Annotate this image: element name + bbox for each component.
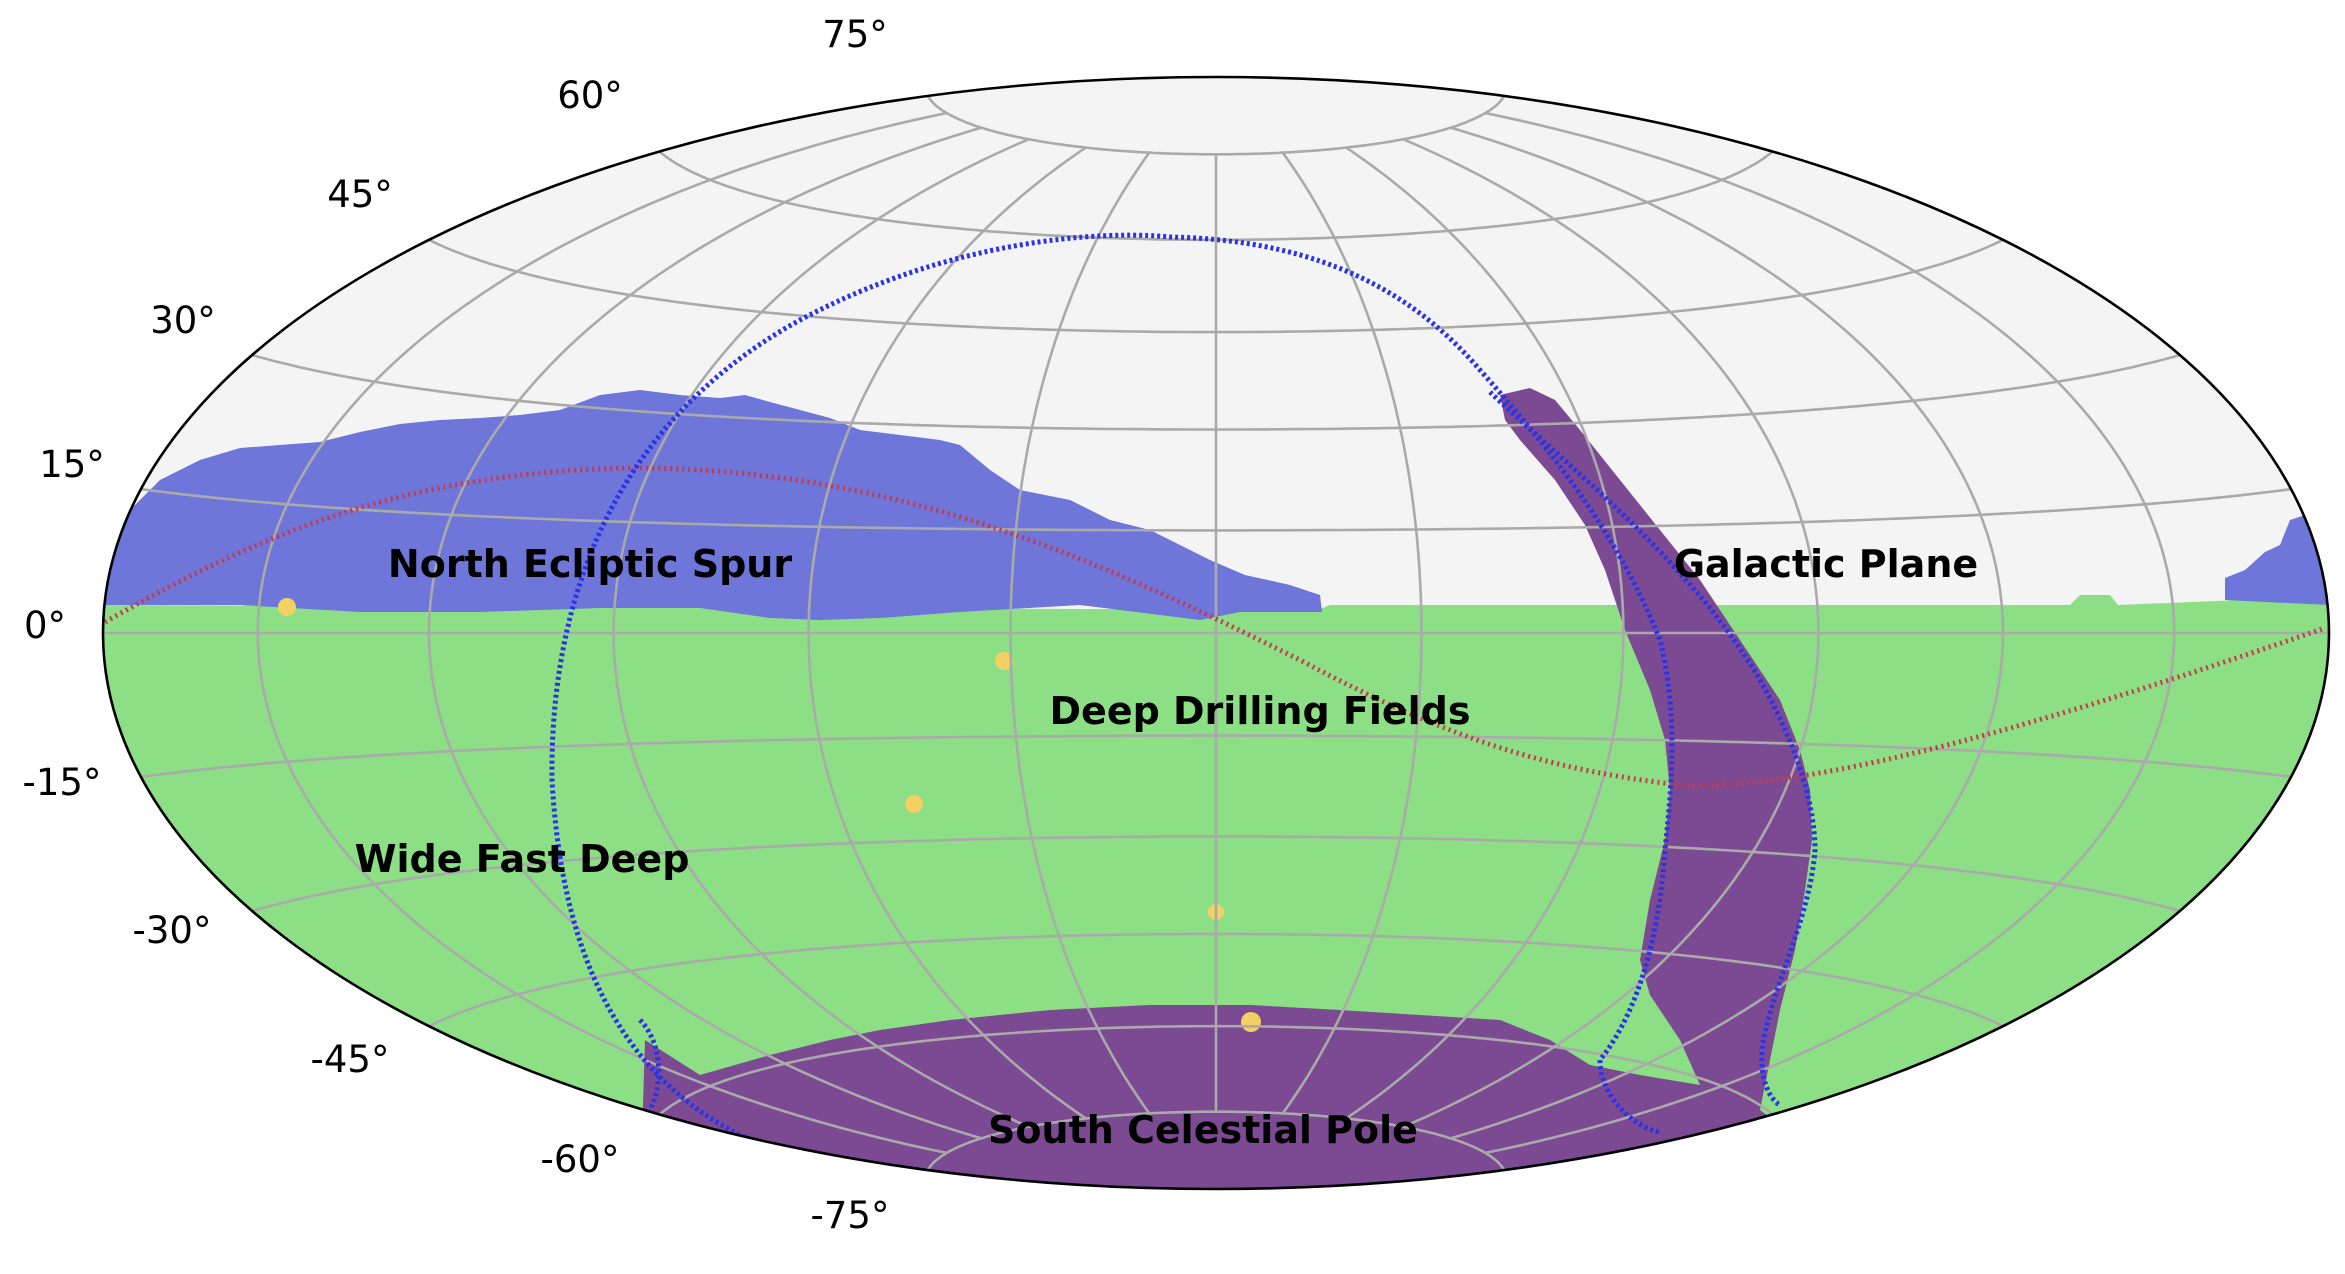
meridian-line — [612, 138, 1030, 1128]
deep-drilling-field-2 — [995, 652, 1013, 670]
lat-label-minus-45: -45° — [311, 1038, 390, 1081]
lat-label-0: 0° — [24, 604, 66, 647]
north-ecliptic-spur-region — [103, 390, 1322, 620]
lat-label-30: 30° — [150, 299, 216, 342]
region-label-south-celestial-pole: South Celestial Pole — [988, 1108, 1418, 1152]
lat-label-minus-75: -75° — [811, 1194, 890, 1237]
deep-drilling-field-1 — [278, 598, 296, 616]
region-label-wide-fast-deep: Wide Fast Deep — [355, 837, 690, 881]
meridian-line — [1345, 146, 1625, 1120]
meridian-line — [256, 111, 947, 1155]
galactic-boundary-left-lower — [638, 1018, 662, 1112]
lat-label-75: 75° — [822, 13, 888, 56]
meridian-line — [1281, 151, 1423, 1115]
lat-label-minus-30: -30° — [133, 909, 212, 952]
lat-label-minus-60: -60° — [541, 1138, 620, 1181]
lat-label-15: 15° — [39, 443, 105, 486]
deep-drilling-field-3 — [905, 795, 923, 813]
lat-label-45: 45° — [327, 173, 393, 216]
map-border — [101, 75, 2331, 1191]
galactic-plane-region — [1500, 388, 1812, 1110]
south-celestial-pole-region — [640, 1005, 1800, 1189]
meridian-line — [1402, 138, 1820, 1128]
coordinate-grid — [103, 95, 2329, 1171]
deep-drilling-field-5 — [1241, 1012, 1261, 1032]
meridian-line — [807, 146, 1087, 1120]
meridian-line — [1009, 151, 1151, 1115]
region-label-galactic-plane: Galactic Plane — [1674, 542, 1978, 586]
meridian-line — [1485, 111, 2176, 1155]
galactic-boundary-left — [549, 232, 1675, 1143]
lat-label-minus-15: -15° — [23, 761, 102, 804]
ecliptic-line — [103, 465, 2326, 788]
lat-label-60: 60° — [557, 74, 623, 117]
north-ecliptic-spur-edge-patch — [2225, 515, 2329, 605]
region-label-deep-drilling-fields: Deep Drilling Fields — [1050, 689, 1471, 733]
meridian-line — [427, 126, 982, 1140]
meridian-line — [1450, 126, 2005, 1140]
region-label-north-ecliptic-spur: North Ecliptic Spur — [388, 542, 792, 586]
